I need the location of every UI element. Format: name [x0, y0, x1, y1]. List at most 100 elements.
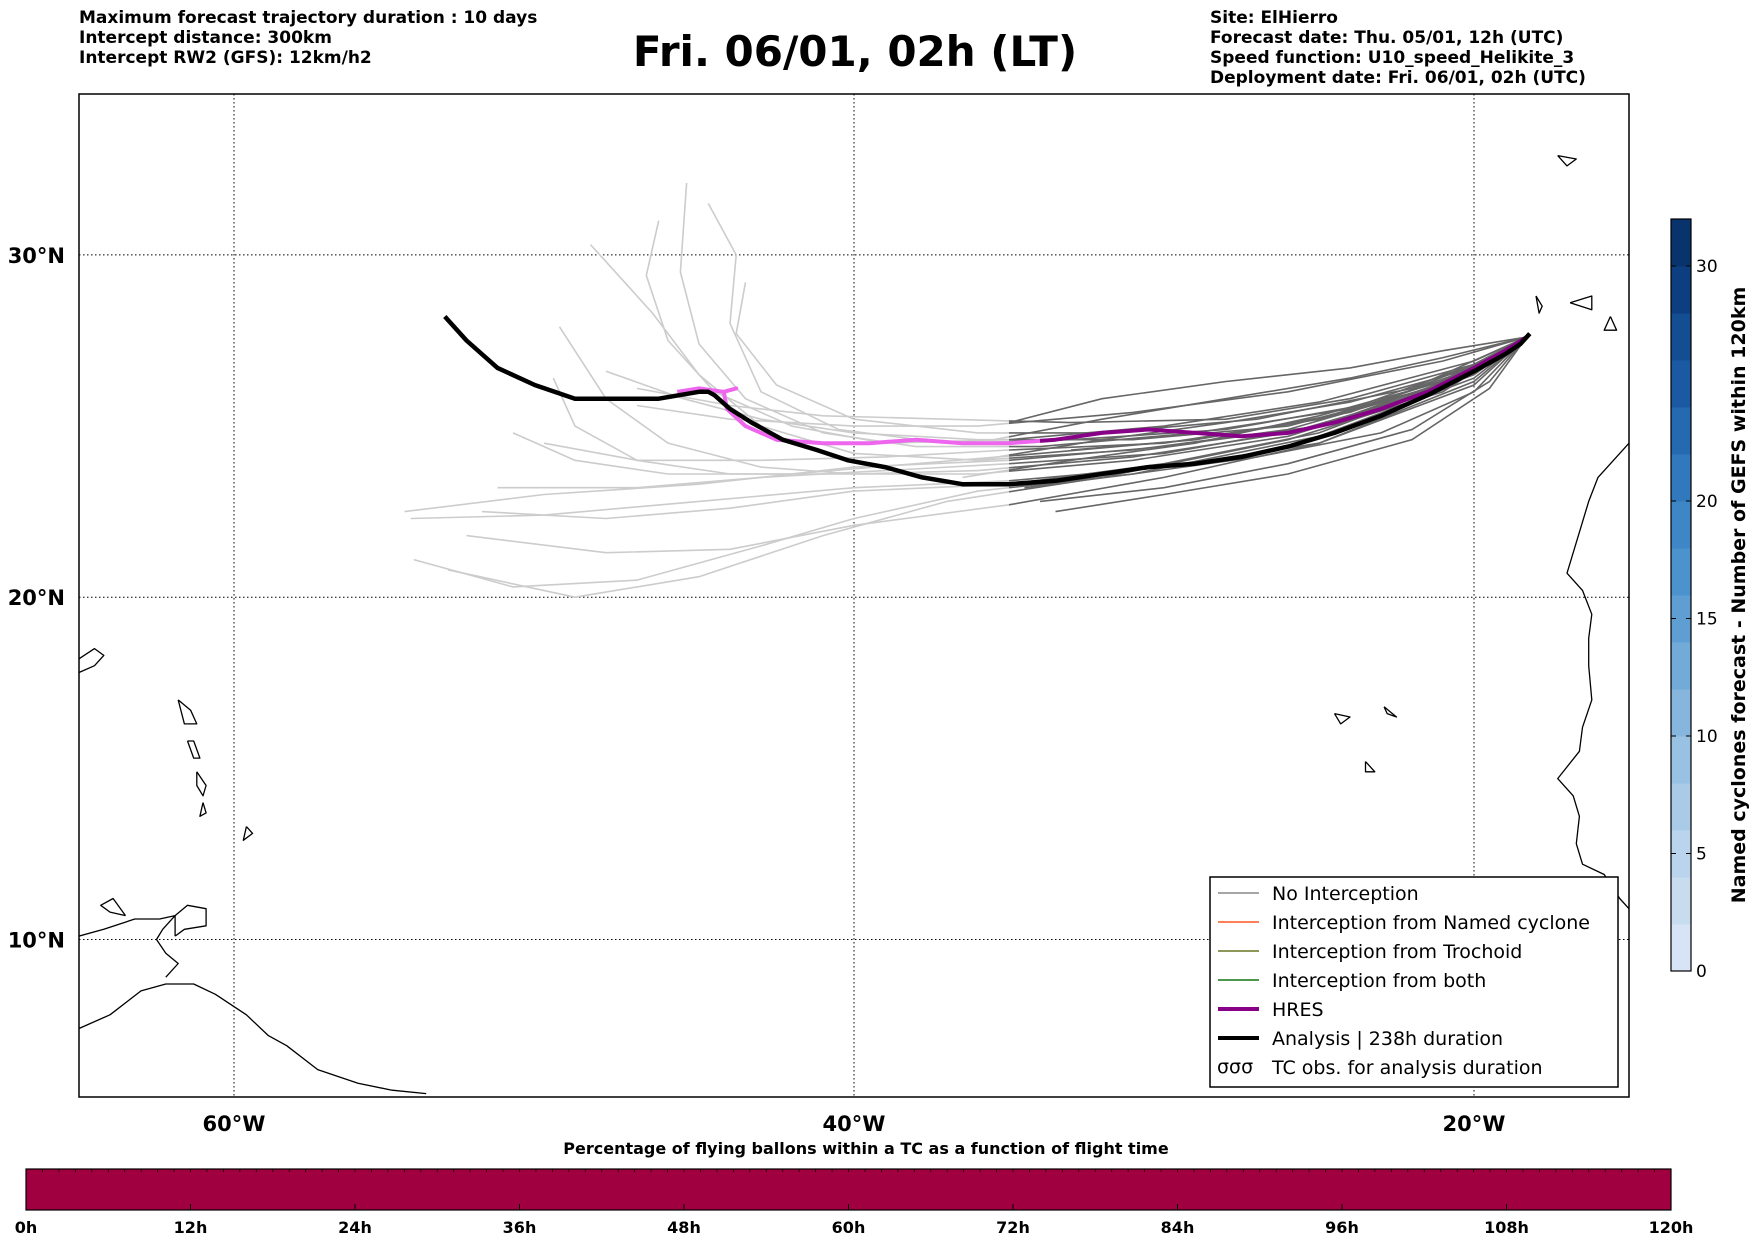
ensemble-track-late — [1008, 336, 1527, 425]
axis-labels: 60°W 40°W 20°W 30°N 20°N 10°N — [8, 244, 1506, 1136]
coastline — [242, 826, 254, 841]
ensemble-track-late — [1039, 336, 1528, 503]
ensemble-track-late — [1009, 336, 1528, 434]
colorbar-bottom-tick-label: 96h — [1325, 1218, 1359, 1237]
legend-item: Interception from both — [1218, 970, 1486, 992]
intercept-distance-text: Intercept distance: 300km — [79, 28, 332, 48]
legend-label: No Interception — [1272, 883, 1419, 905]
hres-track-late — [1039, 335, 1528, 443]
legend-label: Interception from both — [1272, 970, 1486, 992]
ensemble-track-early — [636, 387, 1010, 422]
ensemble-track-late — [1008, 336, 1528, 506]
ensemble-track-early — [543, 442, 1010, 462]
colorbar-band — [1671, 830, 1691, 878]
colorbar-bottom-tick-label: 72h — [996, 1218, 1030, 1237]
analysis-track — [443, 314, 1532, 487]
forecast-date-text: Forecast date: Thu. 05/01, 12h (UTC) — [1210, 28, 1564, 48]
colorbar-band — [1671, 689, 1691, 737]
colorbar-band — [1671, 877, 1691, 925]
coastline — [1535, 295, 1543, 314]
ensemble-track-late — [1024, 336, 1528, 489]
colorbar-bottom: Percentage of flying ballons within a TC… — [15, 1139, 1694, 1237]
ensemble-track-early — [977, 454, 1010, 462]
colorbar-tick-label: 10 — [1696, 727, 1718, 747]
colorbar-band — [1671, 783, 1691, 831]
lat-tick-label: 30°N — [8, 244, 65, 268]
colorbar-tick-label: 20 — [1696, 492, 1718, 512]
coastline — [1364, 761, 1376, 773]
ensemble-track-early — [636, 404, 1010, 427]
colorbar-bottom-tick-label: 60h — [832, 1218, 866, 1237]
colorbar-band — [1671, 407, 1691, 455]
coastline — [1603, 316, 1618, 331]
colorbar-bottom-tick-label: 36h — [503, 1218, 537, 1237]
legend-item: No Interception — [1218, 883, 1419, 905]
colorbar-band — [1671, 266, 1691, 314]
header-info-right: Site: ElHierro Forecast date: Thu. 05/01… — [1210, 8, 1586, 88]
legend-item: σσσ TC obs. for analysis duration — [1217, 1056, 1543, 1079]
legend-label: Interception from Trochoid — [1272, 941, 1522, 963]
grid-lines — [79, 94, 1629, 1097]
legend: No Interception Interception from Named c… — [1209, 876, 1619, 1088]
ensemble-track-early — [735, 282, 1009, 434]
legend-label: TC obs. for analysis duration — [1271, 1057, 1543, 1079]
ensemble-track-early — [962, 469, 1010, 479]
deployment-date-text: Deployment date: Fri. 06/01, 02h (UTC) — [1210, 68, 1586, 88]
coastline — [196, 771, 207, 797]
ensemble-track-early — [552, 377, 1010, 475]
coastline — [174, 904, 207, 937]
legend-label: Interception from Named cyclone — [1272, 912, 1590, 934]
colorbar-bottom-tick-label: 0h — [15, 1218, 38, 1237]
coastline — [79, 983, 427, 1095]
colorbar-band — [1671, 360, 1691, 408]
colorbar-bottom-tick-label: 108h — [1484, 1218, 1529, 1237]
ensemble-track-early — [447, 491, 1010, 599]
intercept-rw2-text: Intercept RW2 (GFS): 12km/h2 — [79, 48, 372, 68]
coastline — [177, 699, 198, 725]
lon-tick-label: 40°W — [823, 1112, 886, 1136]
coastline — [1383, 706, 1398, 718]
colorbar-bottom-tick-label: 84h — [1161, 1218, 1195, 1237]
colorbar-band — [1671, 595, 1691, 643]
ensemble-track-early — [466, 504, 1010, 554]
map-frame — [78, 93, 1630, 1098]
colorbar-bottom-tick-label: 24h — [338, 1218, 372, 1237]
ensemble-track-late — [1008, 336, 1527, 438]
lat-tick-label: 10°N — [8, 929, 65, 953]
colorbar-band — [1671, 313, 1691, 361]
colorbar-bottom-tick-label: 48h — [667, 1218, 701, 1237]
colorbar-band — [1671, 454, 1691, 502]
colorbar-right-frame — [1670, 218, 1692, 972]
tc-obs-symbol: σσσ — [1217, 1056, 1253, 1078]
ensemble-track-early — [410, 480, 1010, 520]
legend-label: Analysis | 238h duration — [1272, 1028, 1503, 1050]
coastline — [1333, 712, 1351, 725]
coastline — [199, 802, 207, 817]
ensemble-track-early — [993, 436, 1010, 441]
ensemble-track-early — [497, 462, 1010, 489]
hres-track-early — [676, 386, 1041, 446]
lat-tick-label: 20°N — [8, 586, 65, 610]
lon-tick-label: 60°W — [203, 1112, 266, 1136]
colorbar-tick-label: 15 — [1696, 610, 1718, 630]
speed-function-text: Speed function: U10_speed_Helikite_3 — [1210, 48, 1575, 68]
header-info-left: Maximum forecast trajectory duration : 1… — [79, 8, 537, 68]
colorbar-bottom-bar — [25, 1168, 1672, 1211]
colorbar-band — [1671, 736, 1691, 784]
coastline — [1557, 154, 1577, 167]
coastlines — [79, 154, 1629, 1095]
page-title: Fri. 06/01, 02h (LT) — [632, 27, 1078, 76]
legend-item: Interception from Trochoid — [1218, 941, 1522, 963]
max-duration-text: Maximum forecast trajectory duration : 1… — [79, 8, 538, 28]
colorbar-band — [1671, 548, 1691, 596]
ensemble-track-early — [679, 182, 1009, 448]
colorbar-bottom-title: Percentage of flying ballons within a TC… — [563, 1139, 1169, 1158]
ensemble-track-early — [413, 486, 1010, 588]
legend-item: Interception from Named cyclone — [1218, 912, 1590, 934]
coastline — [186, 740, 201, 759]
ensemble-track-early — [481, 483, 1010, 520]
legend-label: HRES — [1272, 999, 1324, 1021]
colorbar-band — [1671, 501, 1691, 549]
colorbar-band — [1671, 924, 1691, 972]
